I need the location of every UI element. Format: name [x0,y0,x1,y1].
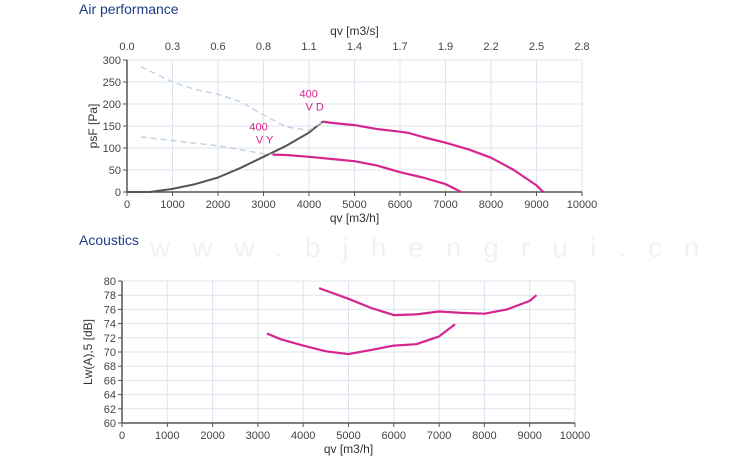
air-y-tick-label: 50 [109,165,121,177]
air-x-axis-label: qv [m3/h] [330,211,379,225]
acoustics-y-axis-label: Lw(A),5 [dB] [81,319,95,385]
acoustics-x-tick-label: 10000 [560,430,591,442]
acoustics-x-tick-label: 2000 [200,430,224,442]
air-x-tick-label: 9000 [524,199,548,211]
air-x2-tick-label: 0.3 [165,41,180,53]
air-x-tick-label: 1000 [160,199,184,211]
air-x2-tick-label: 1.7 [392,41,407,53]
acoustics-title: Acoustics [79,232,139,248]
air-y-tick-label: 200 [103,99,121,111]
acoustics-x-axis-label: qv [m3/h] [324,442,373,456]
watermark-text: www.bjhengrui.cn [149,232,721,263]
air-curve-label-bottom: V Y [256,135,274,147]
air-x2-axis-label: qv [m3/s] [330,24,379,38]
air-series-vd-extension [140,65,324,132]
air-x-tick-label: 4000 [297,199,321,211]
air-x-tick-label: 3000 [251,199,275,211]
air-x2-tick-label: 2.5 [529,41,544,53]
air-series-400-vy [272,153,462,193]
air-x-tick-label: 2000 [206,199,230,211]
acoustics-x-tick-label: 0 [119,430,125,442]
air-y-tick-label: 0 [115,187,121,199]
air-x2-tick-label: 1.4 [347,41,362,53]
air-x-tick-label: 10000 [567,199,598,211]
air-curve-label-top: 400 [249,122,267,134]
air-x-tick-label: 7000 [433,199,457,211]
air-performance-title: Air performance [79,1,179,17]
air-x-tick-label: 6000 [388,199,412,211]
air-x2-tick-label: 1.9 [438,41,453,53]
air-y-axis-label: psF [Pa] [86,104,100,149]
air-y-tick-label: 100 [103,143,121,155]
air-y-tick-label: 300 [103,55,121,67]
air-curve-label-bottom: V D [305,102,323,114]
acoustics-y-tick-label: 64 [104,390,116,402]
air-y-tick-label: 150 [103,121,121,133]
acoustics-series-400-vy [266,323,456,356]
air-x2-tick-label: 2.2 [483,41,498,53]
air-series-vy-extension [140,136,273,156]
air-x2-tick-label: 0.0 [119,41,134,53]
air-series-400-vd [322,120,545,193]
air-x2-tick-label: 0.6 [210,41,225,53]
acoustics-x-tick-label: 6000 [382,430,406,442]
acoustics-x-tick-label: 3000 [246,430,270,442]
air-series-system-curve [127,120,324,193]
acoustics-y-tick-label: 72 [104,333,116,345]
acoustics-y-tick-label: 68 [104,361,116,373]
acoustics-y-tick-label: 74 [104,319,116,331]
acoustics-y-tick-label: 80 [104,276,116,288]
acoustics-y-tick-label: 66 [104,375,116,387]
acoustics-x-tick-label: 8000 [472,430,496,442]
air-x2-tick-label: 2.8 [574,41,589,53]
acoustics-y-tick-label: 76 [104,304,116,316]
air-x-tick-label: 0 [124,199,130,211]
acoustics-series-400-vd [318,287,538,317]
air-x-tick-label: 5000 [342,199,366,211]
acoustics-y-tick-label: 62 [104,404,116,416]
acoustics-x-tick-label: 7000 [427,430,451,442]
acoustics-x-tick-label: 1000 [155,430,179,442]
acoustics-y-tick-label: 60 [104,418,116,430]
air-y-tick-label: 250 [103,77,121,89]
acoustics-x-tick-label: 5000 [336,430,360,442]
acoustics-y-tick-label: 78 [104,290,116,302]
acoustics-y-tick-label: 70 [104,347,116,359]
air-curve-label-top: 400 [299,89,317,101]
air-x-tick-label: 8000 [479,199,503,211]
acoustics-x-tick-label: 4000 [291,430,315,442]
acoustics-x-tick-label: 9000 [517,430,541,442]
air-x2-tick-label: 1.1 [301,41,316,53]
air-x2-tick-label: 0.8 [256,41,271,53]
